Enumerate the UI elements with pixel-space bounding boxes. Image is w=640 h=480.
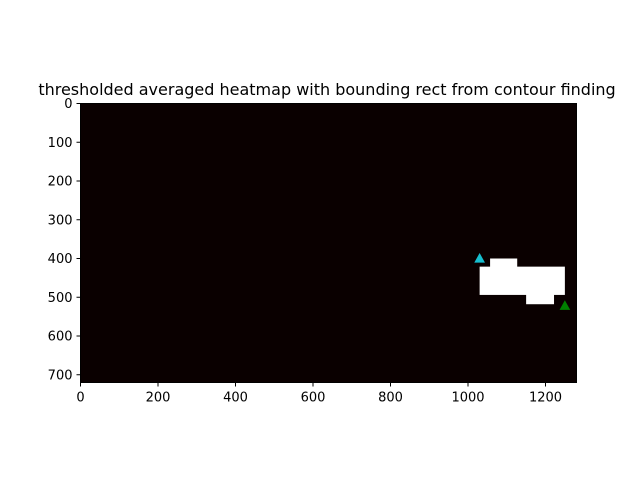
x-tick-label: 200 (146, 391, 171, 406)
y-tick-label: 300 (48, 213, 73, 228)
y-tick-label: 600 (48, 330, 73, 345)
y-tick-label: 100 (48, 136, 73, 151)
y-axis: 0 100 200 300 400 500 600 700 (48, 97, 81, 383)
white-region-1 (490, 258, 518, 270)
y-tick-label: 200 (48, 175, 73, 190)
x-tick-label: 800 (378, 391, 403, 406)
white-region-2 (479, 266, 565, 295)
heatmap-background (80, 103, 577, 383)
x-tick-label: 600 (301, 391, 326, 406)
x-tick-label: 1000 (451, 391, 484, 406)
x-tick-label: 1200 (529, 391, 562, 406)
marker-bottom-right (559, 300, 571, 310)
axes-frame (80, 103, 577, 383)
plot-area (80, 103, 577, 383)
marker-top-left (474, 252, 485, 263)
y-tick-label: 700 (48, 368, 73, 383)
corner-markers (474, 252, 571, 310)
white-region-3 (526, 293, 555, 305)
chart-title: thresholded averaged heatmap with boundi… (38, 80, 615, 99)
x-tick-label: 400 (223, 391, 248, 406)
thresholded-regions (479, 258, 565, 305)
y-tick-label: 400 (48, 252, 73, 267)
y-tick-label: 500 (48, 291, 73, 306)
x-tick-label: 0 (76, 391, 84, 406)
y-tick-label: 0 (64, 97, 72, 112)
x-axis: 0 200 400 600 800 1000 1200 (76, 382, 562, 406)
